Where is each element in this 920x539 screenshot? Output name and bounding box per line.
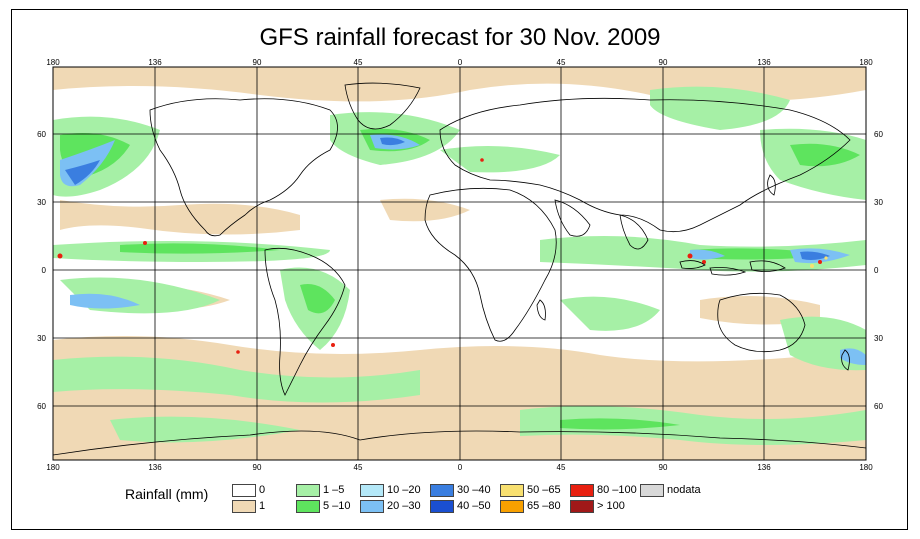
bottom-longitude-labels: 180 136 90 45 0 45 90 136 180 <box>46 463 873 472</box>
lon-label: 136 <box>148 463 162 472</box>
lat-label: 60 <box>874 130 883 139</box>
graticule <box>53 67 866 460</box>
lon-label: 136 <box>148 58 162 67</box>
legend-label: 10 –20 <box>387 484 421 496</box>
map-title: GFS rainfall forecast for 30 Nov. 2009 <box>259 24 661 51</box>
north-america-outline <box>149 98 338 237</box>
legend-label: 5 –10 <box>323 500 351 512</box>
lon-label: 136 <box>757 463 771 472</box>
madagascar-outline <box>536 299 546 321</box>
legend-swatch <box>360 484 384 497</box>
japan-outline <box>767 174 776 196</box>
legend-swatch <box>360 500 384 513</box>
lon-label: 0 <box>458 58 463 67</box>
australia-outline <box>717 292 806 353</box>
legend-label: 0 <box>259 484 266 496</box>
legend-label: 1 –5 <box>323 484 345 496</box>
indonesia-outline <box>679 260 786 276</box>
legend-label: 65 –80 <box>527 500 561 512</box>
legend-swatch <box>296 500 320 513</box>
top-longitude-labels: 180 136 90 45 0 45 90 136 180 <box>46 58 873 67</box>
legend-label: nodata <box>667 484 701 496</box>
legend-swatch <box>640 484 664 497</box>
new-zealand-outline <box>841 349 850 371</box>
legend-label: 40 –50 <box>457 500 491 512</box>
legend-label: 80 –100 <box>597 484 637 496</box>
lon-label: 136 <box>757 58 771 67</box>
lon-label: 45 <box>354 58 363 67</box>
lon-label: 90 <box>659 58 668 67</box>
legend-swatch <box>570 500 594 513</box>
lon-label: 180 <box>859 463 873 472</box>
lat-label: 60 <box>37 402 46 411</box>
eurasia-outline <box>439 97 851 233</box>
figure-frame <box>11 9 908 530</box>
legend-label: 1 <box>259 500 266 512</box>
lon-label: 180 <box>859 58 873 67</box>
lon-label: 90 <box>659 463 668 472</box>
legend-swatch <box>570 484 594 497</box>
legend-label: > 100 <box>597 500 625 512</box>
legend-swatch <box>232 500 256 513</box>
left-latitude-labels: 60 30 0 30 60 <box>37 130 46 411</box>
legend-label: 20 –30 <box>387 500 421 512</box>
lon-label: 0 <box>458 463 463 472</box>
lon-label: 45 <box>354 463 363 472</box>
lat-label: 60 <box>874 402 883 411</box>
legend-label: 50 –65 <box>527 484 561 496</box>
africa-outline <box>424 187 557 342</box>
legend-swatch <box>430 484 454 497</box>
lat-label: 30 <box>37 198 46 207</box>
lat-label: 0 <box>42 266 47 275</box>
lat-label: 30 <box>37 334 46 343</box>
legend-label: 30 –40 <box>457 484 491 496</box>
arabia-india-outline <box>554 199 649 250</box>
legend-swatch <box>500 484 524 497</box>
rain-80-100mm-spots <box>57 158 822 354</box>
greenland-outline <box>344 82 421 130</box>
lon-label: 90 <box>253 463 262 472</box>
lat-label: 30 <box>874 334 883 343</box>
legend-swatch <box>232 484 256 497</box>
lat-label: 0 <box>874 266 879 275</box>
legend-swatch <box>296 484 320 497</box>
rain-50-65mm-spots <box>810 256 828 268</box>
rainfall-fields <box>53 67 866 460</box>
legend-title: Rainfall (mm) <box>125 486 209 502</box>
map-border <box>52 66 867 461</box>
lon-label: 45 <box>557 58 566 67</box>
lat-label: 30 <box>874 198 883 207</box>
lon-label: 180 <box>46 463 60 472</box>
lon-label: 90 <box>253 58 262 67</box>
south-america-outline <box>264 247 346 396</box>
legend-swatch <box>430 500 454 513</box>
lon-label: 45 <box>557 463 566 472</box>
lat-label: 60 <box>37 130 46 139</box>
lon-label: 180 <box>46 58 60 67</box>
rain-30-40mm-areas <box>65 137 830 260</box>
legend-swatch <box>500 500 524 513</box>
right-latitude-labels: 60 30 0 30 60 <box>874 130 883 411</box>
